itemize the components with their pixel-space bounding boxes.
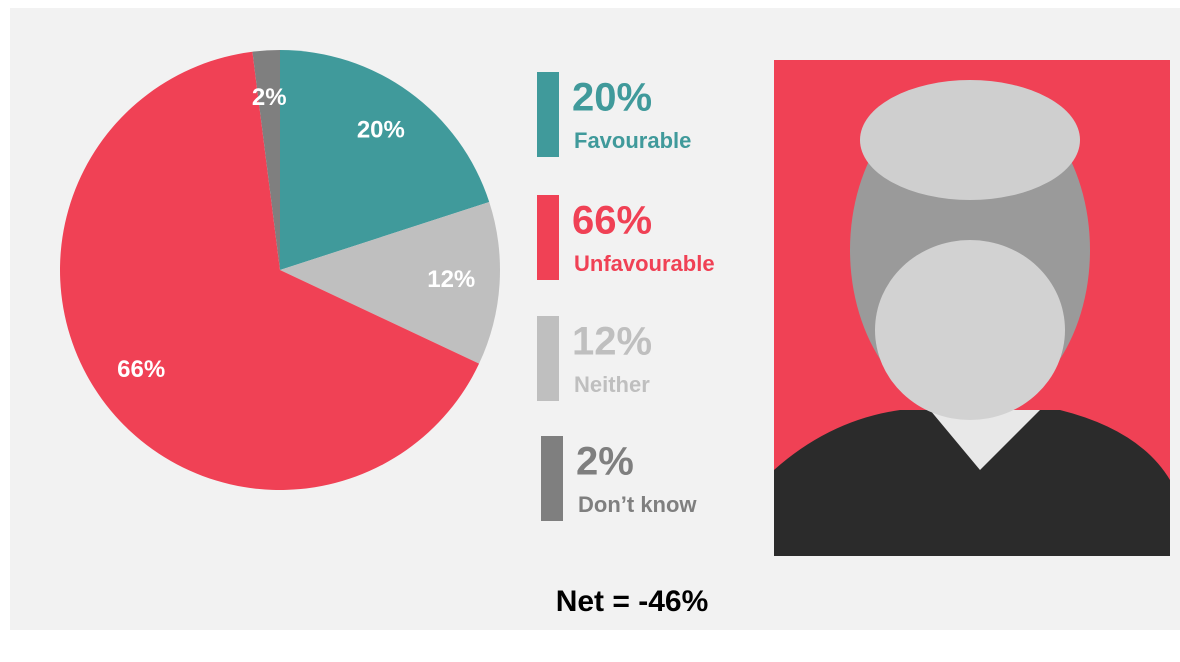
pie-slice: [280, 50, 490, 270]
data-label: 12%: [427, 266, 475, 293]
legend-label: Don’t know: [578, 492, 697, 517]
legend-value: 12%: [572, 320, 652, 364]
legend-label: Favourable: [574, 128, 691, 153]
legend-value: 20%: [572, 76, 652, 120]
legend-swatch: [537, 72, 559, 157]
legend-value: 66%: [572, 199, 652, 243]
legend-swatch: [537, 195, 559, 280]
data-label: 2%: [252, 84, 287, 111]
legend-label: Neither: [574, 372, 650, 397]
photo-collar: [930, 410, 1040, 470]
photo-beard: [875, 240, 1065, 420]
net-annotation: Net = -46%: [556, 585, 709, 618]
data-label: 66%: [117, 356, 165, 383]
legend-label: Unfavourable: [574, 251, 715, 276]
photo: [774, 60, 1170, 556]
legend-swatch: [541, 436, 563, 521]
pie-slice: [59, 51, 480, 491]
legend-value: 2%: [576, 440, 634, 484]
photo-body: [774, 410, 1170, 556]
legend-swatch: [537, 316, 559, 401]
pie-slice: [252, 50, 280, 270]
data-label: 20%: [357, 117, 405, 144]
photo-hair: [860, 80, 1080, 200]
pie-slice: [280, 202, 500, 364]
